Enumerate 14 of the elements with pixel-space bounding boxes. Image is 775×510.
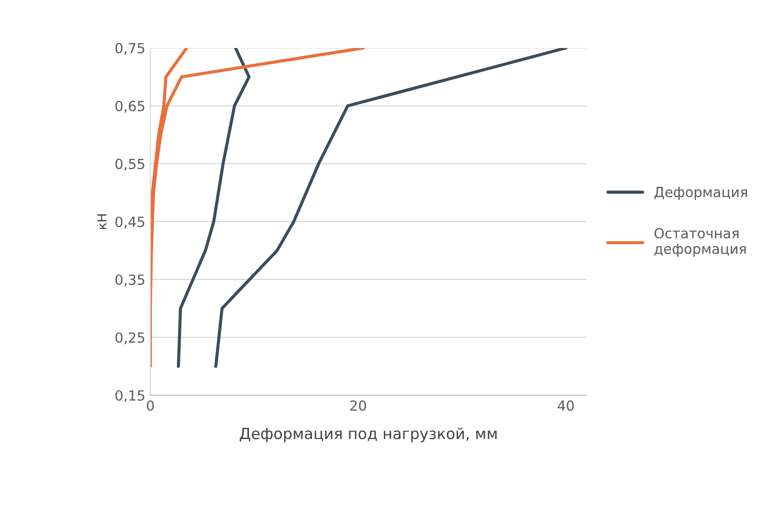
y-tick-label: 0,45: [115, 216, 144, 228]
y-axis-title: кН: [97, 214, 106, 229]
y-tick-label: 0,35: [115, 274, 144, 286]
x-axis-title: Деформация под нагрузкой, мм: [240, 428, 497, 442]
legend-label: Остаточная деформация: [654, 228, 746, 257]
y-tick-label: 0,75: [115, 42, 144, 55]
y-tick-label: 0,15: [115, 390, 144, 402]
y-tick-label: 0,55: [115, 158, 144, 171]
y-tick-label: 0,25: [115, 332, 144, 344]
x-tick-label: 0: [146, 400, 154, 411]
y-tick-label: 0,65: [115, 100, 144, 113]
x-tick-label: 40: [558, 400, 574, 411]
legend-label: Деформация: [654, 186, 747, 200]
x-tick-label: 20: [350, 400, 366, 411]
